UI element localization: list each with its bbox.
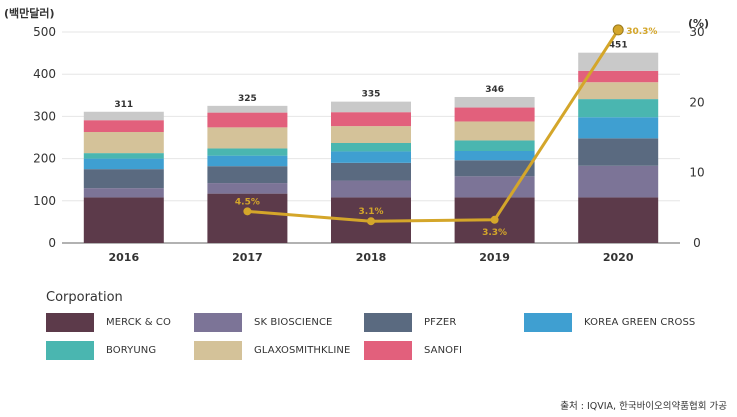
right-tick-label: 20 [689,95,704,109]
legend-grid: MERCK & CO SK BIOSCIENCE PFZER KOREA GREEN … [46,313,726,360]
growth-label: 4.5% [235,197,260,207]
legend-item: BORYUNG [46,341,194,360]
legend-label: SANOFI [424,345,463,356]
bar-segment [83,153,164,159]
left-tick-label: 0 [48,236,56,250]
legend-item: MERCK & CO [46,313,194,332]
bar-segment [207,127,288,149]
growth-point [367,217,375,226]
left-tick-label: 500 [33,25,56,39]
chart-canvas: (백만달러) (%) 0 100 200 300 400 500 0 10 20 30 2016 20… [4,6,709,264]
growth-point [243,207,252,216]
bar-segment [578,138,659,166]
bar-segment [83,169,164,189]
bar-segment [454,160,535,177]
total-label: 346 [485,85,504,95]
legend-label: MERCK & CO [106,317,171,328]
bar-segment [83,120,164,133]
bar-segment [578,82,659,100]
growth-label: 30.3% [626,27,657,37]
bar-segment [331,151,411,163]
bar-segment [331,142,411,152]
axes-group: 0 100 200 300 400 500 0 10 20 30 2016 2017 2018 2019 2… [33,25,705,264]
bars-group [83,52,659,243]
total-label: 451 [609,41,628,51]
bar-segment [578,70,659,83]
left-tick-label: 200 [33,152,56,166]
legend-swatch [364,341,412,360]
bar-segment [83,158,164,170]
legend-item: GLAXOSMITHKLINE [194,341,364,360]
legend-label: KOREA GREEN CROSS [584,317,696,328]
left-tick-label: 400 [33,67,56,81]
bar-segment [331,162,411,181]
bar-segment [207,105,288,113]
legend-swatch [194,313,242,332]
bar-segment [207,148,288,156]
bar-segment [83,188,164,198]
left-tick-label: 100 [33,194,56,208]
bar-segment [331,112,411,127]
growth-line [247,29,620,223]
bar-segment [207,183,288,194]
left-tick-label: 300 [33,109,56,123]
bar-segment [331,101,411,113]
growth-label: 3.1% [359,207,384,217]
bar-segment [83,197,164,243]
bar-segment [207,112,288,128]
legend: Corporation MERCK & CO SK BIOSCIENCE PFZER… [46,290,726,360]
legend-label: GLAXOSMITHKLINE [254,345,351,356]
bar-segment [578,52,659,71]
right-unit-label: (%) [688,17,709,30]
legend-swatch [194,341,242,360]
bar-segment [83,111,164,121]
legend-swatch [364,313,412,332]
right-tick-label: 0 [693,236,701,250]
legend-label: SK BIOSCIENCE [254,317,333,328]
source-note: 출처 : IQVIA, 한국바이오의약품협회 가공 [560,401,727,412]
legend-label: PFZER [424,317,457,328]
legend-swatch [524,313,572,332]
bar-segment [454,176,535,198]
legend-swatch [46,313,94,332]
line-group: 4.5% 3.1% 3.3% 30.3% [235,24,657,238]
total-label: 335 [362,90,381,100]
bar-segment [454,96,535,108]
right-tick-label: 30 [689,25,704,39]
x-tick-label: 2017 [232,251,263,264]
legend-item: SK BIOSCIENCE [194,313,364,332]
bar-segment [454,151,535,161]
x-tick-label: 2019 [479,251,510,264]
bar-segment [454,140,535,152]
x-tick-label: 2018 [356,251,387,264]
legend-title: Corporation [46,290,123,305]
growth-point [612,24,624,36]
bar-segment [207,166,288,184]
bar-segment [578,99,659,118]
left-unit-label: (백만달러) [4,6,55,20]
bar-segment [331,126,411,143]
right-tick-label: 10 [689,166,704,180]
bar-segment [83,132,164,154]
total-label: 325 [238,94,257,104]
legend-swatch [46,341,94,360]
bar-segment [454,107,535,122]
bar-segment [578,165,659,198]
legend-label: BORYUNG [106,345,157,356]
legend-item: KOREA GREEN CROSS [524,313,714,332]
legend-item: SANOFI [364,341,524,360]
growth-label: 3.3% [482,228,507,238]
bar-segment [578,117,659,139]
bar-segment [454,121,535,141]
totals-group: 311 325 335 346 451 [114,41,627,110]
legend-item: PFZER [364,313,524,332]
x-tick-label: 2020 [603,251,634,264]
growth-point [490,215,499,224]
x-tick-label: 2016 [108,251,139,264]
bar-segment [331,180,411,198]
total-label: 311 [114,100,133,110]
bar-segment [578,197,659,243]
bar-segment [207,155,288,167]
bar-segment [207,193,288,243]
